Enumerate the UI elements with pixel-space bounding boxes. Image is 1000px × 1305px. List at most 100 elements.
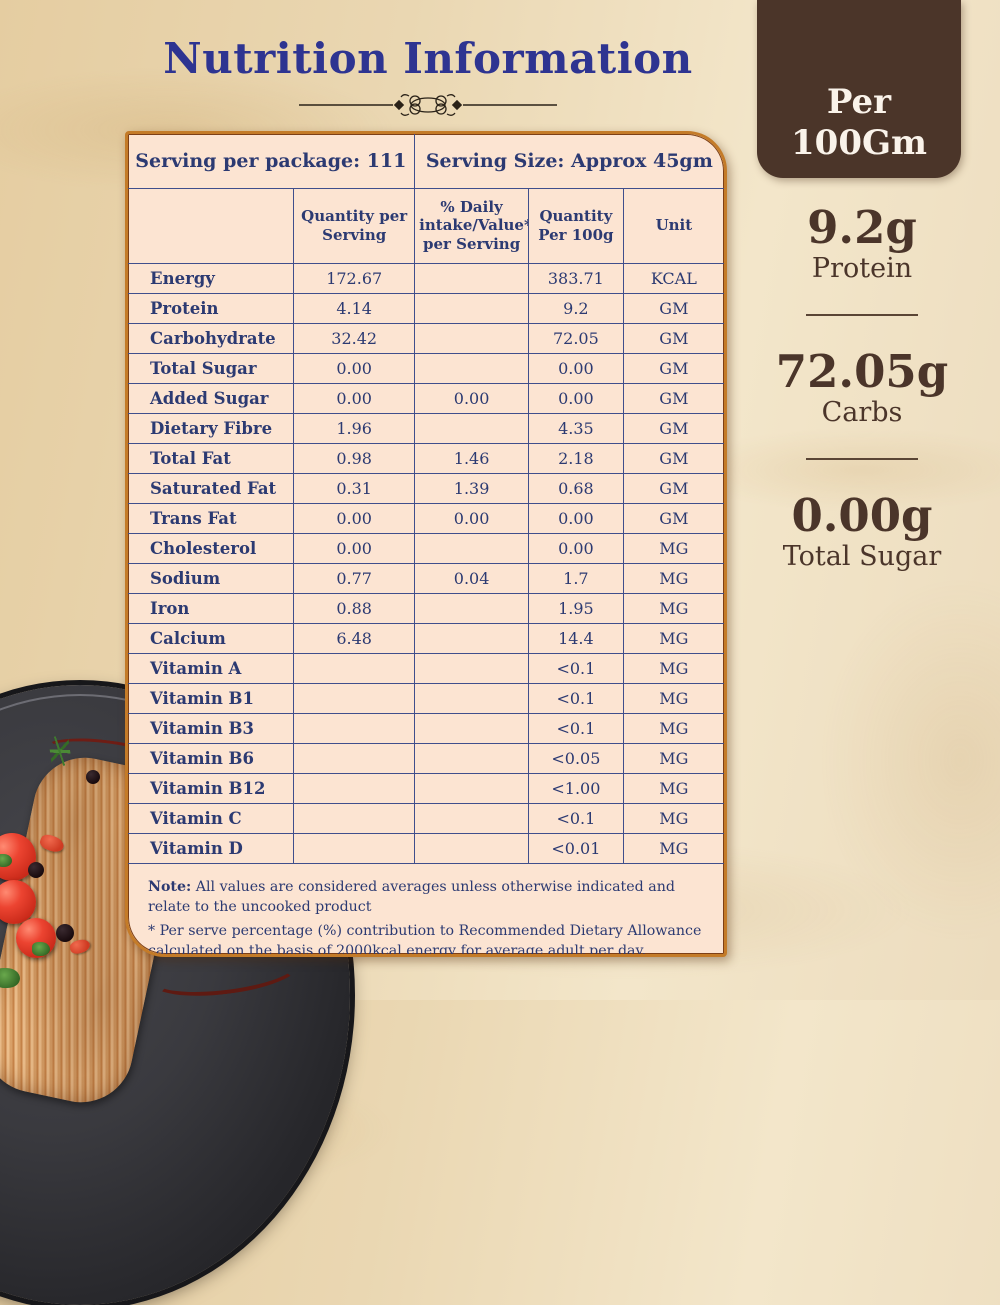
stat-protein: 9.2g Protein — [768, 205, 956, 284]
nutrient-name-cell: Total Fat — [128, 442, 295, 474]
table-row: Vitamin B6 <0.05 MG — [128, 742, 724, 774]
nutrient-value-cell: MG — [622, 532, 724, 564]
nutrient-name-cell: Vitamin A — [128, 652, 295, 684]
table-row: Dietary Fibre 1.96 4.35 GM — [128, 412, 724, 444]
per-100gm-badge: Per 100Gm — [757, 0, 961, 178]
nutrient-name-cell: Carbohydrate — [128, 322, 295, 354]
nutrient-name-cell: Vitamin B6 — [128, 742, 295, 774]
nutrition-table-body: Energy 172.67 383.71 KCAL Protein 4.14 9.2 GM Ca… — [128, 262, 724, 864]
nutrient-value-cell: GM — [622, 292, 724, 324]
nutrient-value-cell — [414, 292, 529, 324]
nutrient-value-cell — [414, 352, 529, 384]
table-row: Saturated Fat 0.31 1.39 0.68 GM — [128, 472, 724, 504]
stat-value: 0.00g — [791, 489, 933, 543]
nutrient-value-cell: KCAL — [622, 262, 724, 294]
nutrient-value-cell — [414, 652, 529, 684]
table-row: Vitamin B1 <0.1 MG — [128, 682, 724, 714]
nutrient-value-cell: 1.39 — [414, 472, 529, 504]
nutrient-value-cell: 0.00 — [414, 502, 529, 534]
column-header-unit: Unit — [622, 189, 724, 264]
table-row: Iron 0.88 1.95 MG — [128, 592, 724, 624]
table-row: Added Sugar 0.00 0.00 0.00 GM — [128, 382, 724, 414]
stat-label: Carbs — [821, 397, 903, 429]
nutrient-name-cell: Dietary Fibre — [128, 412, 295, 444]
nutrient-value-cell: 383.71 — [528, 262, 624, 294]
nutrient-value-cell: 0.00 — [414, 382, 529, 414]
nutrient-value-cell — [414, 262, 529, 294]
nutrient-name-cell: Cholesterol — [128, 532, 295, 564]
herb-sprig — [48, 734, 72, 768]
nutrient-name-cell: Protein — [128, 292, 295, 324]
nutrient-value-cell: <1.00 — [528, 772, 624, 804]
nutrient-value-cell: 32.42 — [293, 322, 416, 354]
stat-carbs: 72.05g Carbs — [768, 349, 956, 428]
page-title: Nutrition Information — [163, 34, 693, 83]
notes: Note: All values are considered averages… — [128, 864, 724, 955]
note-label: Note: — [148, 878, 192, 895]
nutrient-value-cell: GM — [622, 412, 724, 444]
cherry-tomato — [0, 880, 36, 924]
nutrient-value-cell: 1.7 — [528, 562, 624, 594]
stat-label: Protein — [811, 253, 913, 284]
herb — [0, 968, 20, 988]
nutrient-name-cell: Added Sugar — [128, 382, 295, 414]
nutrient-value-cell: MG — [622, 832, 724, 864]
nutrient-name-cell: Trans Fat — [128, 502, 295, 534]
table-row: Vitamin C <0.1 MG — [128, 802, 724, 834]
nutrient-value-cell: GM — [622, 442, 724, 474]
nutrient-value-cell: 0.00 — [293, 352, 416, 384]
nutrient-name-cell: Iron — [128, 592, 295, 624]
nutrient-name-cell: Vitamin B12 — [128, 772, 295, 804]
nutrient-value-cell: <0.05 — [528, 742, 624, 774]
table-row: Sodium 0.77 0.04 1.7 MG — [128, 562, 724, 594]
nutrient-value-cell — [414, 322, 529, 354]
highlight-stats: 9.2g Protein 72.05g Carbs 0.00g Total Su… — [768, 205, 956, 572]
nutrient-value-cell: 72.05 — [528, 322, 624, 354]
column-header-nutrient — [128, 189, 295, 264]
stat-value: 72.05g — [775, 345, 949, 399]
nutrient-value-cell: 0.77 — [293, 562, 416, 594]
table-row: Vitamin B3 <0.1 MG — [128, 712, 724, 744]
olive — [28, 862, 44, 878]
nutrient-name-cell: Vitamin B3 — [128, 712, 295, 744]
nutrient-value-cell: <0.1 — [528, 802, 624, 834]
table-row: Total Fat 0.98 1.46 2.18 GM — [128, 442, 724, 474]
nutrient-value-cell: GM — [622, 502, 724, 534]
nutrient-value-cell: <0.01 — [528, 832, 624, 864]
table-row: Cholesterol 0.00 0.00 MG — [128, 532, 724, 564]
table-row: Energy 172.67 383.71 KCAL — [128, 262, 724, 294]
table-row: Protein 4.14 9.2 GM — [128, 292, 724, 324]
column-header-daily-value: % Daily intake/Value* per Serving — [414, 189, 529, 264]
nutrition-card: Serving per package: 111 Serving Size: A… — [125, 131, 727, 957]
nutrient-value-cell: <0.1 — [528, 712, 624, 744]
nutrient-value-cell: 0.68 — [528, 472, 624, 504]
nutrient-value-cell: <0.1 — [528, 682, 624, 714]
nutrient-value-cell: 0.00 — [293, 382, 416, 414]
ornament-divider-icon — [128, 91, 728, 123]
nutrient-value-cell: 0.98 — [293, 442, 416, 474]
nutrient-value-cell: GM — [622, 352, 724, 384]
nutrient-value-cell: 0.00 — [528, 532, 624, 564]
table-row: Vitamin B12 <1.00 MG — [128, 772, 724, 804]
note-body: All values are considered averages unles… — [148, 878, 675, 916]
nutrient-value-cell — [414, 772, 529, 804]
nutrient-value-cell — [414, 742, 529, 774]
nutrient-value-cell: 0.00 — [293, 502, 416, 534]
nutrient-value-cell: MG — [622, 682, 724, 714]
table-row: Carbohydrate 32.42 72.05 GM — [128, 322, 724, 354]
nutrient-value-cell — [293, 712, 416, 744]
nutrient-value-cell — [293, 742, 416, 774]
nutrient-name-cell: Sodium — [128, 562, 295, 594]
nutrient-value-cell: MG — [622, 802, 724, 834]
stat-divider — [806, 314, 918, 317]
column-header-row: Quantity per Serving % Daily intake/Valu… — [128, 189, 724, 264]
nutrient-value-cell: 172.67 — [293, 262, 416, 294]
nutrient-value-cell: <0.1 — [528, 652, 624, 684]
stat-label: Total Sugar — [782, 541, 942, 573]
nutrient-value-cell — [293, 832, 416, 864]
table-row: Calcium 6.48 14.4 MG — [128, 622, 724, 654]
stat-divider — [806, 458, 918, 461]
nutrient-name-cell: Vitamin B1 — [128, 682, 295, 714]
nutrient-value-cell: 9.2 — [528, 292, 624, 324]
nutrient-value-cell — [414, 622, 529, 654]
